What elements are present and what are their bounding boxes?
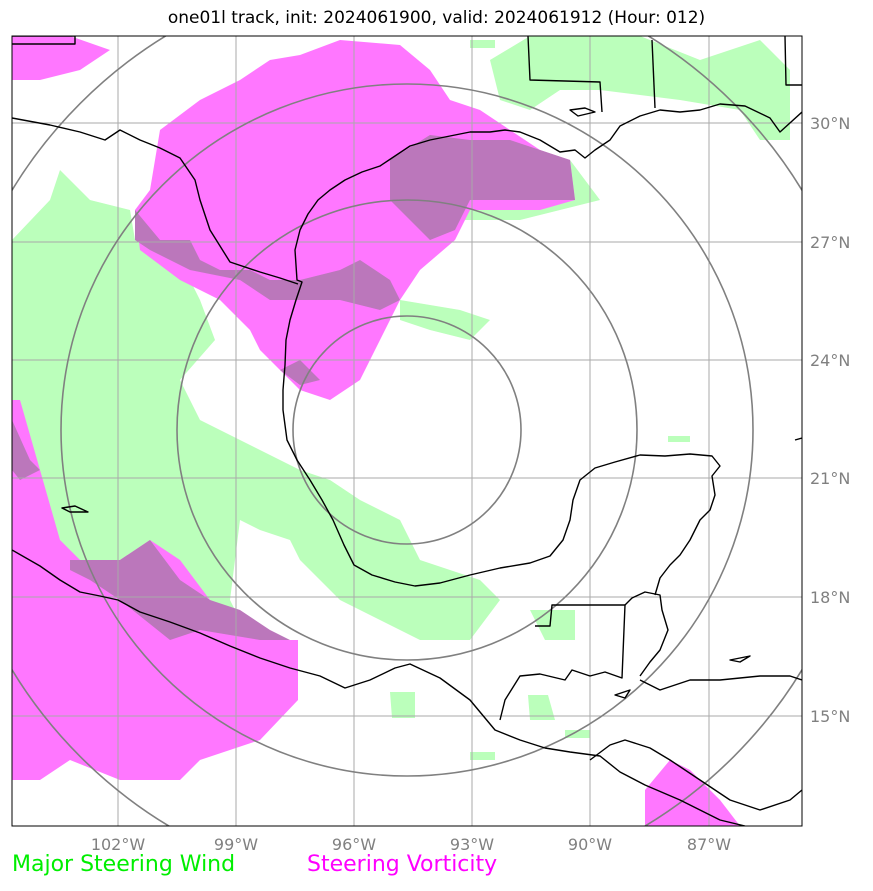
- legend-steering-wind: Major Steering Wind: [12, 852, 236, 877]
- lon-tick-96W: 96°W: [332, 835, 376, 854]
- overlap-field: [12, 135, 575, 640]
- lat-tick-labels: 30°N 27°N 24°N 21°N 18°N 15°N: [810, 114, 850, 726]
- legend-steering-vorticity: Steering Vorticity: [307, 852, 498, 877]
- lon-tick-93W: 93°W: [450, 835, 494, 854]
- lat-tick-21N: 21°N: [810, 469, 850, 488]
- range-ring-1: [292, 315, 522, 545]
- range-ring-2: [176, 199, 638, 661]
- lat-tick-30N: 30°N: [810, 114, 850, 133]
- lat-tick-15N: 15°N: [810, 707, 850, 726]
- lon-tick-labels: 102°W 99°W 96°W 93°W 90°W 87°W: [91, 835, 731, 854]
- lon-tick-87W: 87°W: [687, 835, 731, 854]
- map-title: one01l track, init: 2024061900, valid: 2…: [167, 8, 706, 28]
- lon-tick-90W: 90°W: [568, 835, 612, 854]
- lon-tick-102W: 102°W: [91, 835, 146, 854]
- graticule: [12, 36, 802, 826]
- plot-frame: [11, 35, 803, 827]
- range-ring-3: [60, 83, 754, 777]
- lat-tick-18N: 18°N: [810, 588, 850, 607]
- lat-tick-24N: 24°N: [810, 351, 850, 370]
- lon-tick-99W: 99°W: [214, 835, 258, 854]
- lat-tick-27N: 27°N: [810, 233, 850, 252]
- coastlines: [12, 36, 802, 826]
